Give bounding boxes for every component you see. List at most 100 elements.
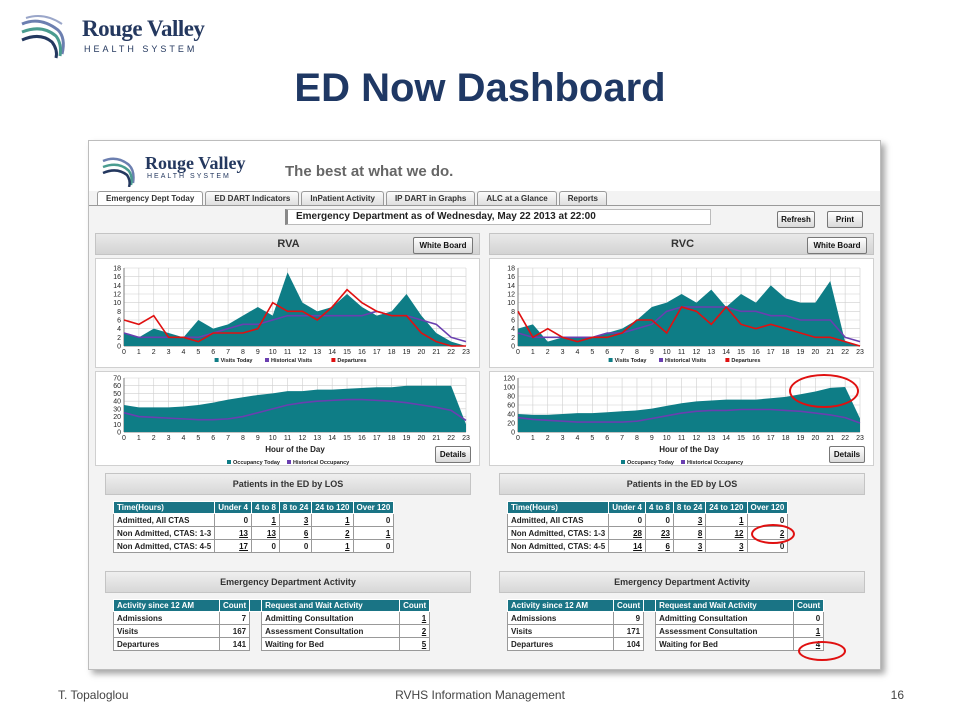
x-tick-label: 10 (663, 349, 671, 356)
count-link[interactable]: 23 (645, 526, 674, 540)
column-header: Under 4 (214, 501, 253, 514)
tab-alc-at-a-glance[interactable]: ALC at a Glance (477, 191, 557, 206)
y-tick-label: 0 (511, 430, 515, 437)
x-tick-label: 23 (856, 349, 864, 356)
count-link[interactable]: 2 (311, 526, 354, 540)
x-tick-label: 6 (605, 435, 609, 442)
count-link[interactable]: 17 (214, 539, 253, 553)
activity-count: 7 (218, 611, 251, 625)
count-link[interactable]: 1 (251, 513, 280, 527)
logo-subtitle: HEALTH SYSTEM (84, 44, 198, 54)
logo-name: Rouge Valley (82, 16, 205, 41)
x-tick-label: 1 (531, 349, 535, 356)
white-board-button[interactable]: White Board (413, 237, 473, 254)
column-header: 8 to 24 (672, 501, 707, 514)
los-panel-title: Patients in the ED by LOS (499, 473, 865, 495)
x-tick-label: 18 (388, 435, 396, 442)
count-link[interactable]: 13 (251, 526, 280, 540)
count-link[interactable]: 1 (311, 539, 354, 553)
activity-table: Activity since 12 AM Count Request and Wai… (507, 599, 825, 651)
count-link[interactable]: 1 (352, 526, 395, 540)
count-link[interactable]: 12 (705, 526, 748, 540)
activity-table: Activity since 12 AM Count Request and Wai… (113, 599, 431, 651)
tab-ed-dart-indicators[interactable]: ED DART Indicators (205, 191, 300, 206)
x-axis-label: Hour of the Day (659, 445, 719, 454)
print-button[interactable]: Print (827, 211, 863, 228)
table-row: Non Admitted, CTAS: 1-3 13 13 6 2 1 (112, 526, 395, 540)
row-label: Non Admitted, CTAS: 4-5 (506, 539, 610, 553)
request-count-link[interactable]: 1 (793, 624, 825, 638)
count-link[interactable]: 3 (278, 513, 313, 527)
details-button[interactable]: Details (435, 446, 471, 463)
x-tick-label: 20 (417, 435, 425, 442)
x-tick-label: 16 (358, 349, 366, 356)
y-tick-label: 12 (113, 292, 121, 299)
column-header: 8 to 24 (278, 501, 313, 514)
activity-label: Admissions (507, 611, 614, 625)
request-count-link[interactable]: 5 (399, 637, 431, 651)
count-link[interactable]: 6 (278, 526, 313, 540)
x-tick-label: 5 (590, 435, 594, 442)
x-tick-label: 20 (811, 349, 819, 356)
x-tick-label: 15 (737, 349, 745, 356)
x-tick-label: 5 (590, 349, 594, 356)
activity-count: 104 (612, 637, 645, 651)
activity-panel-title: Emergency Department Activity (499, 571, 865, 593)
y-tick-label: 6 (117, 318, 121, 325)
y-tick-label: 20 (113, 414, 121, 421)
count-link[interactable]: 1 (705, 513, 748, 527)
y-tick-label: 80 (507, 394, 515, 401)
legend-label: Departures (731, 358, 760, 364)
x-tick-label: 17 (767, 435, 775, 442)
tab-reports[interactable]: Reports (558, 191, 607, 206)
count-link[interactable]: 3 (672, 513, 707, 527)
tab-inpatient-activity[interactable]: InPatient Activity (301, 191, 384, 206)
column-header: Under 4 (608, 501, 647, 514)
count-link[interactable]: 28 (608, 526, 647, 540)
y-tick-label: 40 (507, 412, 515, 419)
legend-label: Occupancy Today (627, 460, 675, 466)
legend-label: Departures (337, 358, 366, 364)
legend-label: Historical Visits (271, 358, 312, 364)
x-tick-label: 13 (707, 435, 715, 442)
column-header: Request and Wait Activity (261, 599, 401, 612)
refresh-button[interactable]: Refresh (777, 211, 815, 228)
x-tick-label: 9 (650, 435, 654, 442)
x-tick-label: 15 (343, 349, 351, 356)
activity-label: Admissions (113, 611, 220, 625)
visits-chart-box: 0 2 4 6 8 10 12 14 16 18 0 1 2 3 4 5 6 7 8 9 10 11 12 13 14 15 16 1… (95, 258, 480, 368)
site-panel-rva: RVA White Board 0 2 4 6 8 10 12 14 16 18 0 1 2 3 4 5 6 7 8… (95, 233, 480, 668)
count-link[interactable]: 8 (672, 526, 707, 540)
x-tick-label: 19 (403, 435, 411, 442)
tab-emergency-dept-today[interactable]: Emergency Dept Today (97, 191, 204, 206)
los-panel-title: Patients in the ED by LOS (105, 473, 471, 495)
x-tick-label: 11 (678, 349, 685, 356)
legend-swatch (725, 358, 730, 362)
x-tick-label: 8 (241, 435, 245, 442)
y-tick-label: 100 (503, 385, 515, 392)
tab-ip-dart-in-graphs[interactable]: IP DART in Graphs (385, 191, 476, 206)
x-tick-label: 0 (122, 435, 126, 442)
table-header-row: Activity since 12 AM Count Request and Wai… (113, 599, 431, 612)
site-panel-rvc: RVC White Board 0 2 4 6 8 10 12 14 16 18 0 1 2 3 4 5 6 7 8… (489, 233, 874, 668)
line-series-historical-visits (517, 306, 861, 343)
details-button[interactable]: Details (829, 446, 865, 463)
x-tick-label: 0 (122, 349, 126, 356)
count-link[interactable]: 1 (311, 513, 354, 527)
activity-label: Visits (113, 624, 220, 638)
y-tick-label: 8 (511, 309, 515, 316)
y-tick-label: 40 (113, 399, 121, 406)
y-tick-label: 4 (511, 326, 515, 333)
count-link[interactable]: 3 (672, 539, 707, 553)
count-link[interactable]: 3 (705, 539, 748, 553)
y-tick-label: 8 (117, 309, 121, 316)
count-link[interactable]: 6 (645, 539, 674, 553)
site-header: RVC White Board (489, 233, 874, 255)
count-link[interactable]: 14 (608, 539, 647, 553)
slide-title: ED Now Dashboard (294, 66, 666, 110)
white-board-button[interactable]: White Board (807, 237, 867, 254)
activity-label: Departures (113, 637, 220, 651)
request-count-link[interactable]: 1 (399, 611, 431, 625)
request-count-link[interactable]: 2 (399, 624, 431, 638)
count-link[interactable]: 13 (214, 526, 253, 540)
